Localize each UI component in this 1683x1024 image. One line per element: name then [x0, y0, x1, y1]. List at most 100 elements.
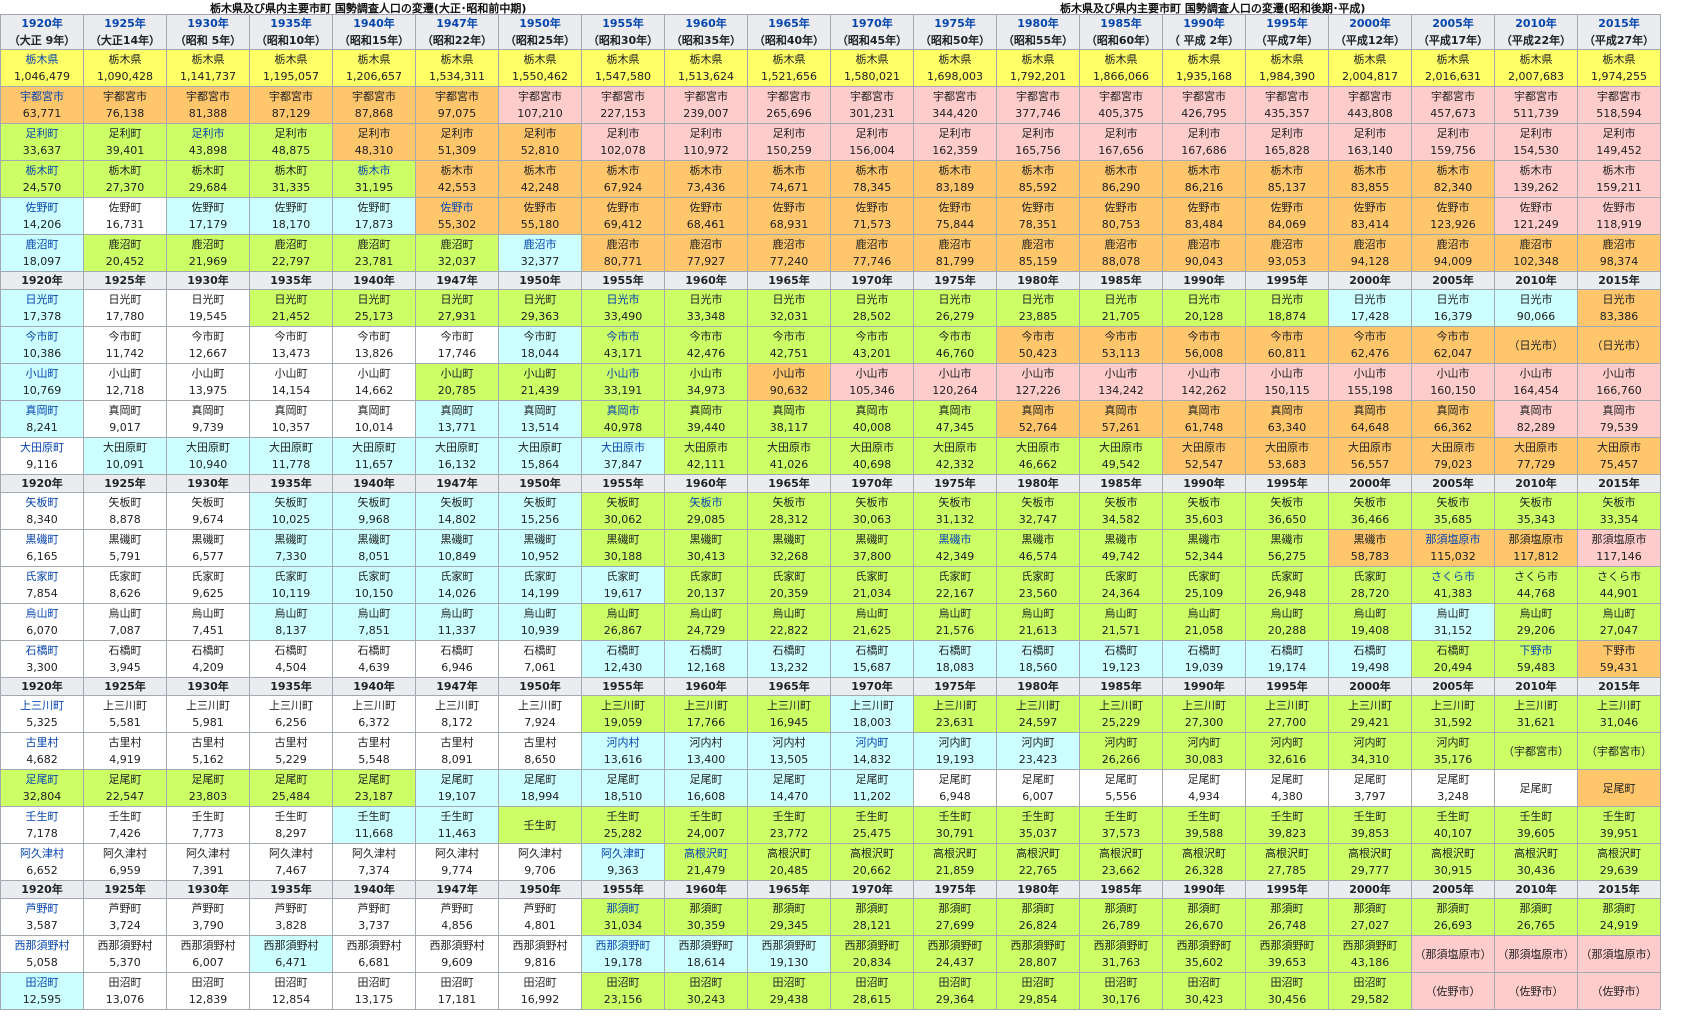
municipality-name[interactable]: 日光町 [25, 293, 59, 306]
municipality-name[interactable]: 宇都宮市 [20, 90, 64, 103]
column-year[interactable]: 1930年 [187, 17, 229, 30]
municipality-name[interactable]: 佐野市 [440, 201, 474, 214]
municipality-name[interactable]: 栃木市 [357, 164, 391, 177]
population-value: 28,312 [769, 513, 809, 526]
population-value: 31,592 [1433, 716, 1473, 729]
column-year[interactable]: 2010年 [1515, 17, 1557, 30]
population-value: 30,083 [1184, 753, 1224, 766]
population-cell: 日光市 16,379 [1411, 289, 1495, 327]
municipality-name[interactable]: 壬生町 [25, 810, 59, 823]
column-year[interactable]: 2005年 [1432, 17, 1474, 30]
population-cell: 那須町 26,765 [1494, 898, 1578, 936]
municipality-name[interactable]: 河内村 [606, 736, 640, 749]
municipality-name[interactable]: 矢板市 [689, 496, 723, 509]
municipality-name[interactable]: 阿久津村 [20, 847, 64, 860]
municipality-name[interactable]: 今市町 [25, 330, 59, 343]
municipality-name[interactable]: 高根沢町 [684, 847, 728, 860]
municipality-name: 芦野町 [440, 902, 474, 915]
municipality-name[interactable]: 下野市 [1519, 644, 1553, 657]
column-year[interactable]: 1990年 [1183, 17, 1225, 30]
column-year[interactable]: 1935年 [270, 17, 312, 30]
municipality-name[interactable]: 石橋町 [25, 644, 59, 657]
population-cell: 今市市 42,476 [664, 326, 748, 364]
population-cell: 石橋町 19,123 [1079, 640, 1163, 678]
municipality-name[interactable]: 阿久津町 [601, 847, 645, 860]
municipality-name[interactable]: 芦野町 [25, 902, 59, 915]
municipality-name[interactable]: 足尾町 [25, 773, 59, 786]
population-value: 11,742 [105, 347, 145, 360]
column-year[interactable]: 2000年 [1349, 17, 1391, 30]
population-cell: 河内村 13,616 [581, 732, 665, 770]
municipality-name[interactable]: さくら市 [1431, 570, 1475, 583]
population-cell: 鹿沼市 85,159 [996, 234, 1080, 272]
column-year[interactable]: 1925年 [104, 17, 146, 30]
municipality-name[interactable]: 小山町 [25, 367, 59, 380]
municipality-name[interactable]: 栃木県 [25, 53, 59, 66]
column-year[interactable]: 1975年 [934, 17, 976, 30]
municipality-name[interactable]: 上三川町 [20, 699, 64, 712]
population-cell: 栃木県 2,016,631 [1411, 49, 1495, 87]
column-year[interactable]: 2015年 [1598, 17, 1640, 30]
population-value: 6,007 [1022, 790, 1054, 803]
municipality-name[interactable]: 栃木町 [25, 164, 59, 177]
population-cell: 今市市 62,047 [1411, 326, 1495, 364]
population-cell: 足利市 52,810 [498, 123, 582, 161]
column-year[interactable]: 1947年 [436, 17, 478, 30]
municipality-name[interactable]: 大田原市 [601, 441, 645, 454]
municipality-name[interactable]: 今市市 [606, 330, 640, 343]
subheader-year: 2000年 [1328, 474, 1412, 493]
subheader-year: 1930年 [166, 677, 250, 696]
population-cell: 下野市 59,483 [1494, 640, 1578, 678]
municipality-name[interactable]: 小山市 [606, 367, 640, 380]
population-cell: 鹿沼市 80,771 [581, 234, 665, 272]
column-year[interactable]: 1950年 [519, 17, 561, 30]
municipality-name: 鹿沼町 [357, 238, 391, 251]
municipality-name[interactable]: 矢板町 [25, 496, 59, 509]
municipality-name[interactable]: 西那須野町 [595, 939, 651, 952]
population-cell: 那須町 31,034 [581, 898, 665, 936]
municipality-name[interactable]: 田沼町 [25, 976, 59, 989]
municipality-name[interactable]: 西那須野村 [14, 939, 70, 952]
column-year[interactable]: 1955年 [602, 17, 644, 30]
municipality-name[interactable]: 鹿沼市 [523, 238, 557, 251]
municipality-name[interactable]: 足利市 [191, 127, 225, 140]
population-value: 77,729 [1516, 458, 1556, 471]
municipality-name: 上三川町 [103, 699, 147, 712]
population-value: 81,799 [935, 255, 975, 268]
municipality-name: 石橋町 [1270, 644, 1304, 657]
municipality-name[interactable]: 大田原町 [20, 441, 64, 454]
municipality-name[interactable]: 佐野町 [25, 201, 59, 214]
column-year[interactable]: 1995年 [1266, 17, 1308, 30]
municipality-name[interactable]: 古里村 [25, 736, 59, 749]
municipality-name[interactable]: 河内町 [855, 736, 889, 749]
municipality-name[interactable]: 黒磯市 [938, 533, 972, 546]
municipality-name[interactable]: 足利町 [25, 127, 59, 140]
population-value: 107,210 [517, 107, 563, 120]
column-year[interactable]: 1920年 [21, 17, 63, 30]
municipality-name: 下野市 [1602, 644, 1636, 657]
column-year[interactable]: 1940年 [353, 17, 395, 30]
municipality-name[interactable]: 鹿沼町 [25, 238, 59, 251]
population-cell: 栃木市 82,340 [1411, 160, 1495, 198]
column-year[interactable]: 1970年 [851, 17, 893, 30]
column-year[interactable]: 1965年 [768, 17, 810, 30]
column-year[interactable]: 1960年 [685, 17, 727, 30]
subheader-year: 2000年 [1328, 271, 1412, 290]
population-cell: 高根沢町 27,785 [1245, 843, 1329, 881]
municipality-name[interactable]: 氏家町 [25, 570, 59, 583]
population-cell: 足利市 150,259 [747, 123, 831, 161]
municipality-name[interactable]: 日光市 [606, 293, 640, 306]
municipality-name[interactable]: 真岡町 [25, 404, 59, 417]
population-value: 26,693 [1433, 919, 1473, 932]
municipality-name[interactable]: 真岡市 [606, 404, 640, 417]
column-header: 1950年 （昭和25年） [498, 14, 582, 50]
column-year[interactable]: 1985年 [1100, 17, 1142, 30]
population-value: 30,423 [1184, 993, 1224, 1006]
municipality-name[interactable]: 烏山町 [25, 607, 59, 620]
municipality-name[interactable]: 那須町 [606, 902, 640, 915]
column-year[interactable]: 1980年 [1017, 17, 1059, 30]
municipality-name[interactable]: 黒磯町 [25, 533, 59, 546]
municipality-name[interactable]: 那須塩原市 [1425, 533, 1481, 546]
population-cell: 西那須野町 28,807 [996, 935, 1080, 973]
population-value: 94,128 [1350, 255, 1390, 268]
